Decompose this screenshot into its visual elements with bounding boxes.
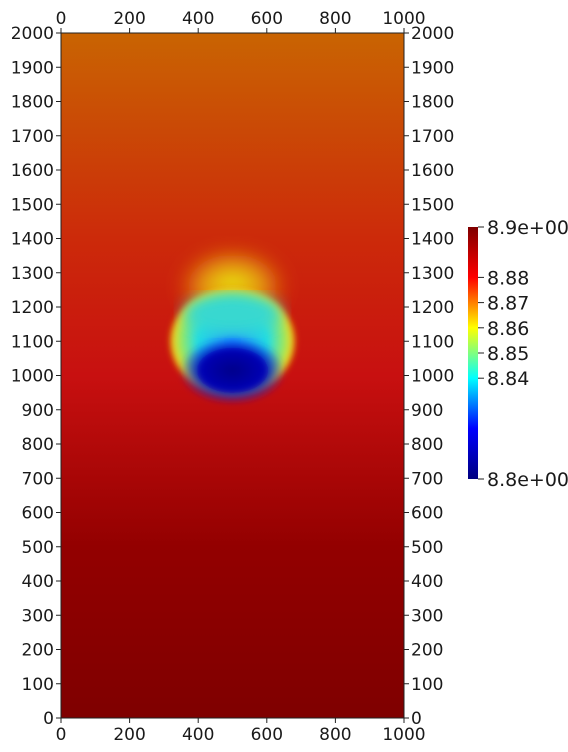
y-tick-label-right: 1500 [411, 195, 454, 215]
y-tick-label-right: 900 [411, 401, 443, 421]
y-tick-label-right: 2000 [411, 24, 454, 44]
colorbar-tick-label: 8.9e+00 [487, 217, 568, 239]
y-tick-label-right: 600 [411, 504, 443, 524]
x-tick-label-bottom: 200 [113, 725, 145, 745]
y-tick-label-left: 1200 [11, 298, 54, 318]
x-tick-label-bottom: 1000 [382, 725, 425, 745]
y-tick-label-left: 200 [22, 641, 54, 661]
y-tick-label-left: 2000 [11, 24, 54, 44]
y-tick-label-right: 1600 [411, 161, 454, 181]
colorbar-tick-label: 8.86 [487, 318, 529, 340]
x-tick-label-top: 800 [319, 9, 351, 29]
colorbar-tick-label: 8.88 [487, 267, 529, 289]
colorbar-tick-label: 8.8e+00 [487, 469, 568, 491]
x-tick-label-bottom: 400 [182, 725, 214, 745]
y-tick-label-left: 700 [22, 469, 54, 489]
y-tick-label-left: 600 [22, 504, 54, 524]
colorbar-scale [468, 227, 478, 479]
y-tick-label-right: 500 [411, 538, 443, 558]
y-tick-label-left: 1500 [11, 195, 54, 215]
y-tick-label-right: 0 [411, 709, 422, 729]
y-tick-label-left: 1400 [11, 230, 54, 250]
colorbar-tick-label: 8.85 [487, 343, 529, 365]
y-tick-label-right: 300 [411, 606, 443, 626]
y-tick-label-left: 0 [43, 709, 54, 729]
x-tick-label-top: 200 [113, 9, 145, 29]
y-tick-label-right: 800 [411, 435, 443, 455]
y-tick-label-right: 1200 [411, 298, 454, 318]
colorbar: 8.9e+00 8.84 8.85 8.86 8.87 8.88 8.8e+00 [468, 217, 568, 491]
x-tick-label-bottom: 0 [56, 725, 67, 745]
y-tick-label-left: 1600 [11, 161, 54, 181]
x-tick-label-bottom: 800 [319, 725, 351, 745]
x-tick-label-top: 1000 [382, 9, 425, 29]
y-tick-label-right: 1800 [411, 93, 454, 113]
y-tick-label-left: 800 [22, 435, 54, 455]
y-tick-label-left: 1100 [11, 332, 54, 352]
y-tick-label-left: 400 [22, 572, 54, 592]
x-tick-label-top: 400 [182, 9, 214, 29]
y-tick-label-right: 1700 [411, 127, 454, 147]
y-tick-label-right: 200 [411, 641, 443, 661]
y-tick-label-left: 1300 [11, 264, 54, 284]
y-tick-label-right: 400 [411, 572, 443, 592]
y-tick-label-right: 1900 [411, 58, 454, 78]
bubble-core [179, 336, 286, 405]
y-tick-label-right: 1300 [411, 264, 454, 284]
x-tick-label-bottom: 600 [251, 725, 283, 745]
y-tick-label-left: 1800 [11, 93, 54, 113]
y-tick-label-left: 1700 [11, 127, 54, 147]
y-tick-label-left: 500 [22, 538, 54, 558]
y-tick-label-left: 1000 [11, 367, 54, 387]
y-tick-label-right: 1100 [411, 332, 454, 352]
y-tick-label-left: 1900 [11, 58, 54, 78]
y-tick-label-left: 900 [22, 401, 54, 421]
y-tick-label-right: 1000 [411, 367, 454, 387]
x-tick-label-top: 0 [56, 9, 67, 29]
x-tick-label-top: 600 [251, 9, 283, 29]
y-tick-label-right: 100 [411, 675, 443, 695]
bubble-upper-lobe [183, 294, 282, 334]
colorbar-tick-label: 8.84 [487, 368, 529, 390]
colorbar-tick-label: 8.87 [487, 293, 529, 315]
y-tick-label-right: 700 [411, 469, 443, 489]
y-tick-label-right: 1400 [411, 230, 454, 250]
y-tick-label-left: 300 [22, 606, 54, 626]
y-tick-label-left: 100 [22, 675, 54, 695]
plot-area [61, 33, 404, 718]
